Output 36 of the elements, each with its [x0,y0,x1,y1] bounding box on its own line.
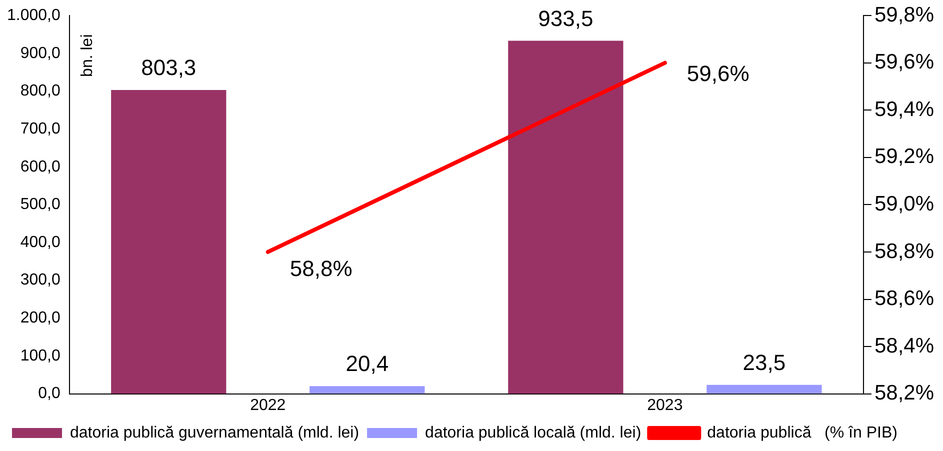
bar [111,90,226,394]
y-tick-label: 200,0 [20,310,60,327]
y2-tick-label: 59,8% [874,3,934,26]
y-tick-label: 1.000,0 [6,7,60,24]
x-tick-label: 2023 [647,396,683,414]
legend-label: datoria publică (% în PIB) [707,424,898,442]
y-axis-title: bn. lei [78,34,96,77]
data-label: 23,5 [742,350,786,375]
y-tick-label: 300,0 [20,272,60,289]
y2-tick-label: 59,6% [874,50,934,74]
y-tick-label: 500,0 [20,196,60,214]
y-tick-label: 600,0 [20,158,60,176]
data-label: 803,3 [141,55,196,80]
y2-tick-label: 59,0% [874,192,934,216]
x-tick-label: 2022 [250,396,286,414]
bar [310,386,425,394]
y2-tick-label: 58,8% [874,240,934,263]
data-label: 58,8% [290,256,352,282]
y-tick-label: 800,0 [20,82,60,100]
y-tick-label: 0,0 [38,385,60,402]
y2-tick-label: 58,6% [874,287,934,310]
y2-tick-label: 58,2% [874,382,934,405]
y2-tick-label: 58,4% [874,334,934,358]
y-tick-label: 100,0 [20,347,60,364]
y-tick-label: 700,0 [20,120,60,138]
bar [706,384,822,394]
y-tick-label: 900,0 [20,44,60,62]
y2-tick-label: 59,4% [874,98,934,121]
legend-label: datoria publică guvernamentală (mld. lei) [70,424,360,442]
bar [508,40,624,394]
data-label: 20,4 [346,351,389,376]
data-label: 933,5 [538,6,594,31]
legend-label: datoria publică locală (mld. lei) [425,424,642,442]
data-label: 59,6% [686,60,750,86]
y2-tick-label: 59,2% [874,145,934,168]
y-tick-label: 400,0 [20,234,60,251]
